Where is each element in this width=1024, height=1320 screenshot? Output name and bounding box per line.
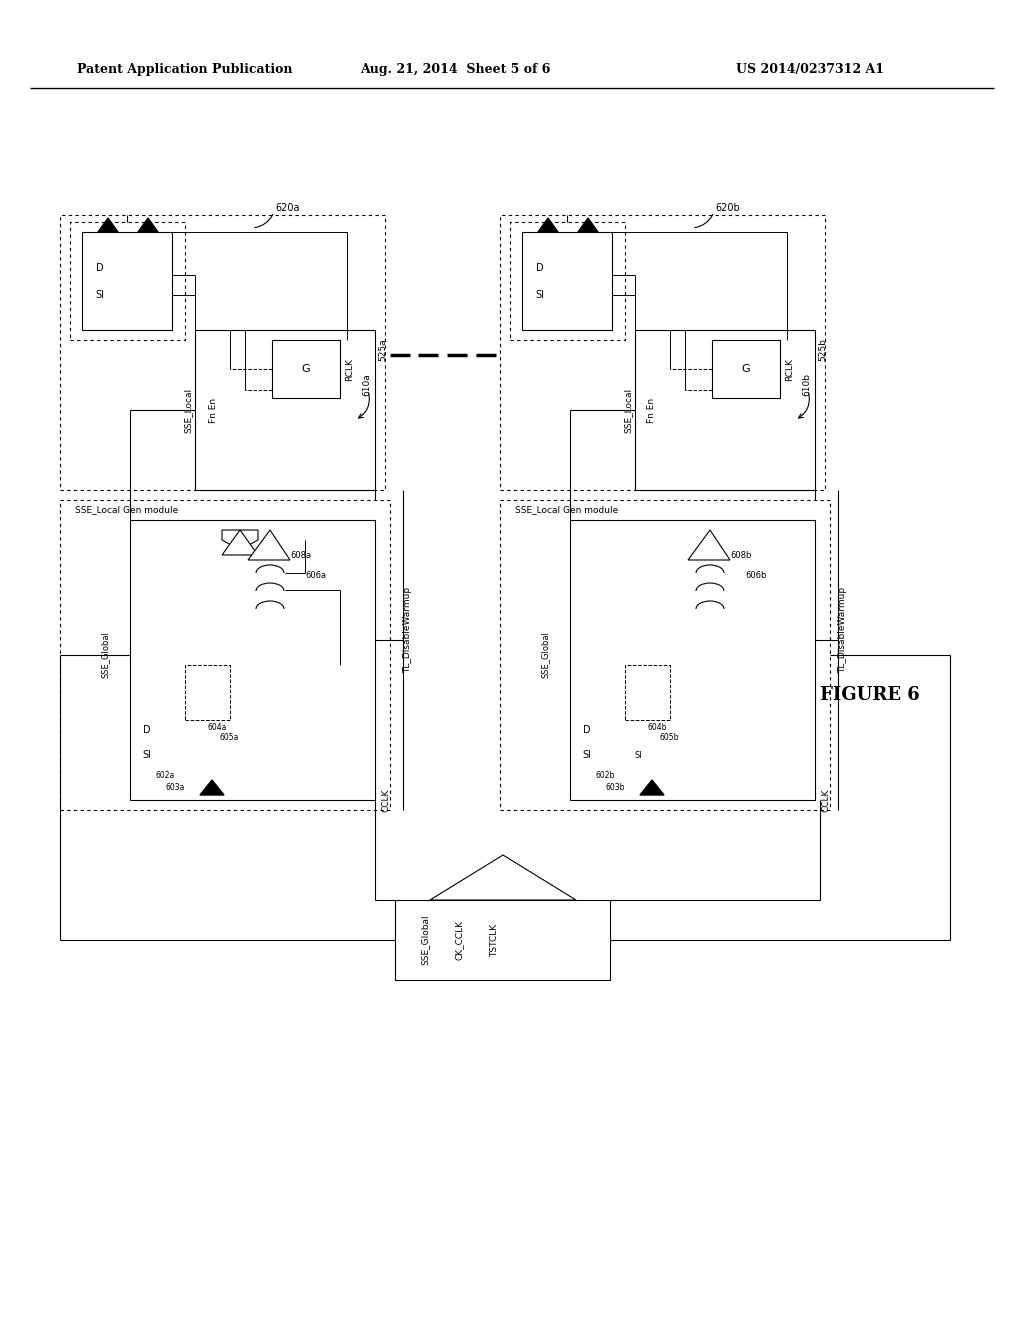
Text: 605b: 605b — [660, 734, 680, 742]
Text: D: D — [143, 725, 151, 735]
Polygon shape — [222, 531, 258, 554]
Text: 603b: 603b — [605, 783, 625, 792]
FancyBboxPatch shape — [272, 341, 340, 399]
Text: SI: SI — [536, 290, 545, 300]
FancyBboxPatch shape — [625, 665, 670, 719]
Text: 606a: 606a — [305, 570, 326, 579]
Polygon shape — [688, 531, 730, 560]
FancyBboxPatch shape — [130, 520, 375, 800]
Text: CK_CCLK: CK_CCLK — [455, 920, 464, 960]
FancyBboxPatch shape — [500, 215, 825, 490]
Text: SI: SI — [634, 751, 642, 759]
Text: 604b: 604b — [648, 722, 668, 731]
Polygon shape — [138, 218, 158, 232]
Text: FIGURE 6: FIGURE 6 — [820, 686, 920, 704]
Text: CCLK: CCLK — [382, 788, 390, 812]
Text: Fn En: Fn En — [647, 397, 656, 422]
Text: SSE_Local Gen module: SSE_Local Gen module — [75, 506, 178, 515]
Text: G: G — [741, 364, 751, 374]
Polygon shape — [538, 218, 558, 232]
Text: SSE_Global: SSE_Global — [541, 631, 550, 678]
Text: SI: SI — [142, 750, 152, 760]
Text: TSTCLK: TSTCLK — [490, 924, 499, 957]
Text: 620b: 620b — [715, 203, 739, 213]
Text: SSE_Local: SSE_Local — [183, 388, 193, 433]
Text: 608b: 608b — [730, 550, 752, 560]
Text: D: D — [96, 263, 103, 273]
Text: SI: SI — [95, 290, 104, 300]
Polygon shape — [578, 218, 598, 232]
Text: 605a: 605a — [220, 734, 240, 742]
FancyBboxPatch shape — [60, 215, 385, 490]
Text: 603a: 603a — [165, 783, 184, 792]
Polygon shape — [430, 855, 575, 900]
Text: US 2014/0237312 A1: US 2014/0237312 A1 — [736, 63, 884, 77]
FancyBboxPatch shape — [712, 341, 780, 399]
Text: 602a: 602a — [156, 771, 175, 780]
Polygon shape — [98, 218, 118, 232]
Polygon shape — [222, 531, 258, 550]
Text: 604a: 604a — [208, 722, 227, 731]
FancyBboxPatch shape — [570, 520, 815, 800]
Text: SSE_Local Gen module: SSE_Local Gen module — [515, 506, 618, 515]
Text: SSE_Global: SSE_Global — [100, 631, 110, 678]
Text: 606b: 606b — [745, 570, 766, 579]
Text: 525b: 525b — [818, 338, 827, 362]
FancyBboxPatch shape — [82, 232, 172, 330]
FancyBboxPatch shape — [635, 330, 815, 490]
Text: Patent Application Publication: Patent Application Publication — [77, 63, 293, 77]
Text: 602b: 602b — [595, 771, 614, 780]
FancyBboxPatch shape — [185, 665, 230, 719]
Text: 610b: 610b — [802, 374, 811, 396]
Text: Fn En: Fn En — [209, 397, 217, 422]
Polygon shape — [640, 780, 664, 795]
Text: SSE_Global: SSE_Global — [420, 915, 429, 965]
Text: D: D — [537, 263, 544, 273]
Text: Aug. 21, 2014  Sheet 5 of 6: Aug. 21, 2014 Sheet 5 of 6 — [359, 63, 550, 77]
Text: RCLK: RCLK — [785, 359, 795, 381]
Text: 610a: 610a — [362, 374, 371, 396]
FancyBboxPatch shape — [60, 500, 390, 810]
Polygon shape — [248, 531, 290, 560]
Text: SI: SI — [583, 750, 592, 760]
Text: 525a: 525a — [378, 339, 387, 362]
Text: 608a: 608a — [290, 550, 311, 560]
FancyBboxPatch shape — [510, 222, 625, 341]
Polygon shape — [200, 780, 224, 795]
Text: 620a: 620a — [275, 203, 299, 213]
FancyBboxPatch shape — [500, 500, 830, 810]
Text: G: G — [302, 364, 310, 374]
FancyBboxPatch shape — [70, 222, 185, 341]
Text: SSE_Local: SSE_Local — [624, 388, 633, 433]
Text: CCLK: CCLK — [821, 788, 830, 812]
Text: D: D — [584, 725, 591, 735]
FancyBboxPatch shape — [522, 232, 612, 330]
Text: TL_DisableWarmup: TL_DisableWarmup — [839, 587, 848, 673]
FancyBboxPatch shape — [395, 900, 610, 979]
Text: RCLK: RCLK — [345, 359, 354, 381]
FancyBboxPatch shape — [195, 330, 375, 490]
Text: TL_DisableWarmup: TL_DisableWarmup — [403, 587, 413, 673]
